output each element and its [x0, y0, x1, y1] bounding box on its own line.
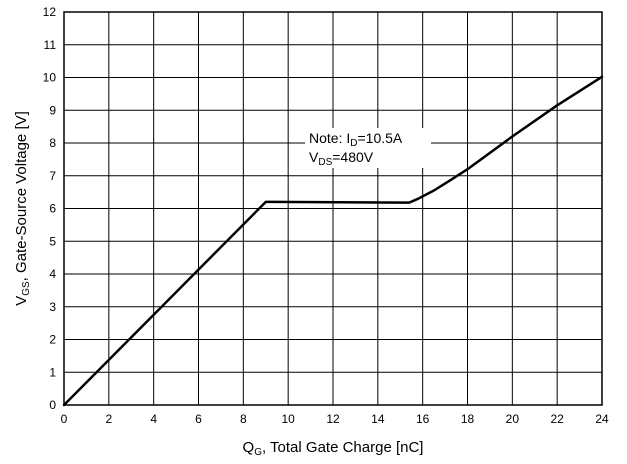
y-tick-label: 11: [44, 38, 57, 52]
x-tick-label: 22: [550, 412, 564, 426]
y-axis-label: VGS, Gate-Source Voltage [V]: [13, 111, 32, 306]
y-tick-label: 4: [49, 267, 56, 281]
x-tick-labels: 0 2 4 6 8 10 12 14 16 18 20 22 24: [61, 412, 609, 426]
y-tick-label: 0: [49, 398, 56, 412]
plot-frame: [63, 11, 603, 406]
note-background: [305, 128, 431, 168]
grid-lines: [63, 11, 603, 406]
x-tick-label: 16: [416, 412, 430, 426]
note-line-1: Note: ID=10.5A: [309, 130, 403, 149]
y-tick-label: 10: [43, 71, 57, 85]
y-tick-label: 2: [49, 333, 56, 347]
y-tick-label: 7: [49, 169, 56, 183]
y-tick-label: 8: [49, 136, 56, 150]
x-axis-label: QG, Total Gate Charge [nC]: [243, 439, 424, 458]
x-tick-label: 8: [240, 412, 247, 426]
y-tick-label: 1: [49, 365, 56, 379]
series-line: [62, 75, 604, 407]
x-tick-label: 6: [195, 412, 202, 426]
x-tick-label: 24: [595, 412, 609, 426]
y-tick-label: 12: [43, 5, 57, 19]
y-tick-label: 3: [49, 300, 56, 314]
x-tick-label: 12: [326, 412, 340, 426]
x-tick-label: 20: [506, 412, 520, 426]
y-tick-label: 6: [49, 202, 56, 216]
x-tick-label: 14: [371, 412, 385, 426]
x-tick-label: 4: [150, 412, 157, 426]
x-tick-label: 2: [105, 412, 112, 426]
note-annotation: Note: ID=10.5A VDS=480V: [305, 128, 431, 168]
x-tick-label: 10: [281, 412, 295, 426]
x-tick-label: 0: [61, 412, 68, 426]
note-line-2: VDS=480V: [309, 149, 374, 168]
y-tick-label: 9: [49, 103, 56, 117]
x-tick-label: 18: [461, 412, 475, 426]
y-tick-label: 5: [49, 234, 56, 248]
